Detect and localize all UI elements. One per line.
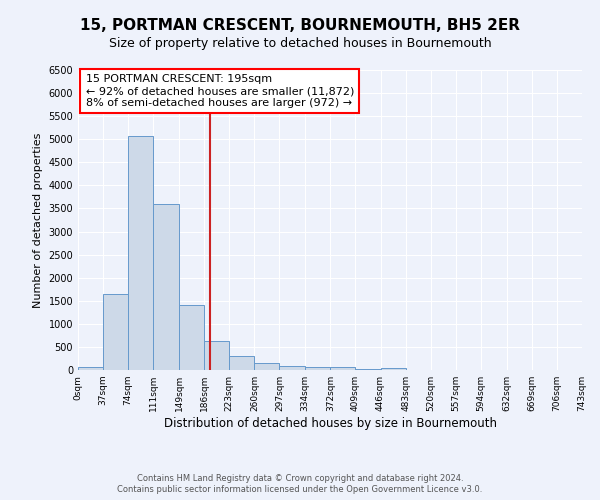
Text: Size of property relative to detached houses in Bournemouth: Size of property relative to detached ho… <box>109 38 491 51</box>
Bar <box>103 294 128 370</box>
Bar <box>254 363 280 370</box>
Bar <box>128 136 153 370</box>
Bar <box>229 356 254 370</box>
Bar <box>78 366 103 370</box>
Bar <box>305 367 331 370</box>
Text: Contains HM Land Registry data © Crown copyright and database right 2024.
Contai: Contains HM Land Registry data © Crown c… <box>118 474 482 494</box>
Text: 15, PORTMAN CRESCENT, BOURNEMOUTH, BH5 2ER: 15, PORTMAN CRESCENT, BOURNEMOUTH, BH5 2… <box>80 18 520 32</box>
Bar <box>331 368 355 370</box>
Bar <box>179 306 204 370</box>
Bar <box>280 366 305 370</box>
Y-axis label: Number of detached properties: Number of detached properties <box>33 132 43 308</box>
Bar <box>153 204 179 370</box>
Text: 15 PORTMAN CRESCENT: 195sqm
← 92% of detached houses are smaller (11,872)
8% of : 15 PORTMAN CRESCENT: 195sqm ← 92% of det… <box>86 74 354 108</box>
Bar <box>380 368 406 370</box>
Bar <box>204 342 229 370</box>
X-axis label: Distribution of detached houses by size in Bournemouth: Distribution of detached houses by size … <box>163 417 497 430</box>
Bar <box>355 368 380 370</box>
